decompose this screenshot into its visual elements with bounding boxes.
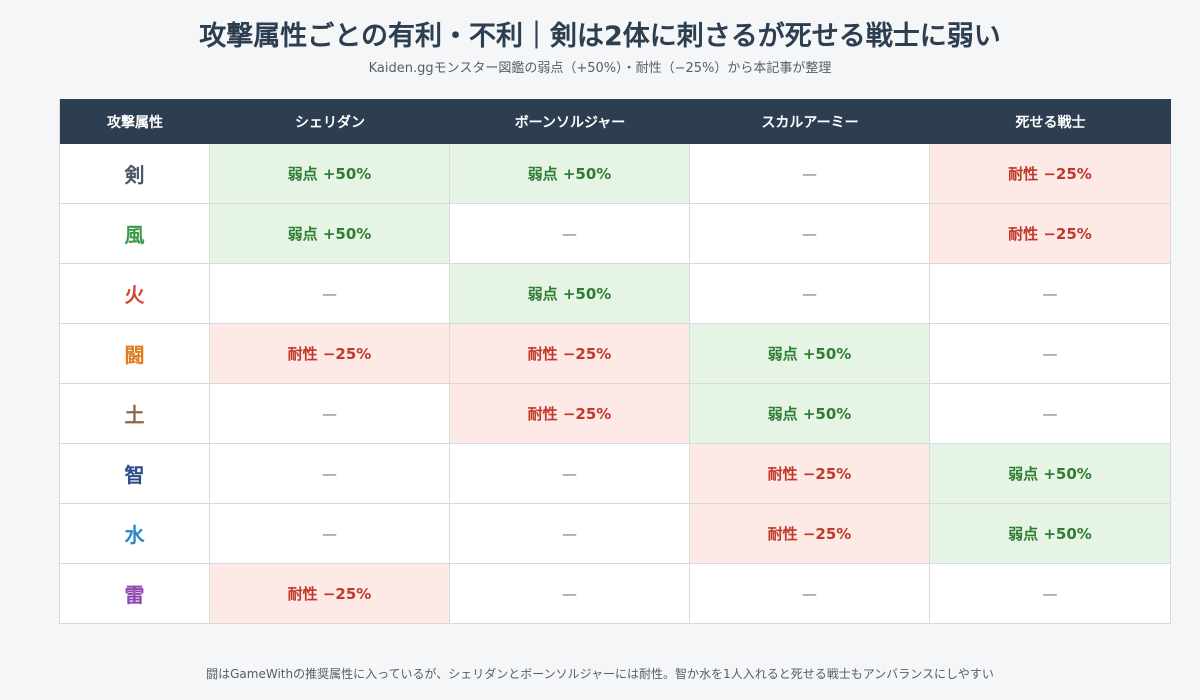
- weakness-cell: 弱点 +50%: [210, 204, 450, 264]
- resistance-cell: 耐性 −25%: [210, 564, 450, 624]
- neutral-cell: —: [930, 264, 1171, 324]
- neutral-cell: —: [210, 384, 450, 444]
- neutral-cell: —: [690, 564, 930, 624]
- weakness-cell: 弱点 +50%: [930, 444, 1171, 504]
- neutral-cell: —: [450, 504, 690, 564]
- neutral-cell: —: [450, 444, 690, 504]
- neutral-cell: —: [690, 204, 930, 264]
- row-attribute-label: 雷: [60, 564, 210, 624]
- row-attribute-label: 水: [60, 504, 210, 564]
- header-monster: 死せる戦士: [930, 99, 1171, 144]
- row-attribute-label: 智: [60, 444, 210, 504]
- neutral-cell: —: [930, 324, 1171, 384]
- neutral-cell: —: [450, 204, 690, 264]
- attribute-matchup-table: 攻撃属性 シェリダン ボーンソルジャー スカルアーミー 死せる戦士剣弱点 +50% 弱点 …: [59, 99, 1171, 624]
- resistance-cell: 耐性 −25%: [930, 144, 1171, 204]
- weakness-cell: 弱点 +50%: [690, 384, 930, 444]
- resistance-cell: 耐性 −25%: [450, 384, 690, 444]
- resistance-cell: 耐性 −25%: [210, 324, 450, 384]
- footnote: 闘はGameWithの推奨属性に入っているが、シェリダンとボーンソルジャーには耐…: [206, 667, 994, 681]
- neutral-cell: —: [690, 144, 930, 204]
- row-attribute-label: 土: [60, 384, 210, 444]
- neutral-cell: —: [450, 564, 690, 624]
- row-attribute-label: 剣: [60, 144, 210, 204]
- neutral-cell: —: [930, 384, 1171, 444]
- resistance-cell: 耐性 −25%: [450, 324, 690, 384]
- header-attribute: 攻撃属性: [60, 99, 210, 144]
- neutral-cell: —: [930, 564, 1171, 624]
- neutral-cell: —: [210, 444, 450, 504]
- neutral-cell: —: [210, 264, 450, 324]
- weakness-cell: 弱点 +50%: [930, 504, 1171, 564]
- neutral-cell: —: [210, 504, 450, 564]
- row-attribute-label: 風: [60, 204, 210, 264]
- row-attribute-label: 火: [60, 264, 210, 324]
- page-title: 攻撃属性ごとの有利・不利｜剣は2体に刺さるが死せる戦士に弱い: [199, 21, 1001, 52]
- weakness-cell: 弱点 +50%: [450, 264, 690, 324]
- resistance-cell: 耐性 −25%: [930, 204, 1171, 264]
- weakness-cell: 弱点 +50%: [210, 144, 450, 204]
- header-monster: スカルアーミー: [690, 99, 930, 144]
- weakness-cell: 弱点 +50%: [690, 324, 930, 384]
- weakness-cell: 弱点 +50%: [450, 144, 690, 204]
- header-monster: シェリダン: [210, 99, 450, 144]
- row-attribute-label: 闘: [60, 324, 210, 384]
- header-monster: ボーンソルジャー: [450, 99, 690, 144]
- page-subtitle: Kaiden.ggモンスター図鑑の弱点（+50%）・耐性（−25%）から本記事が…: [368, 61, 832, 76]
- resistance-cell: 耐性 −25%: [690, 504, 930, 564]
- resistance-cell: 耐性 −25%: [690, 444, 930, 504]
- neutral-cell: —: [690, 264, 930, 324]
